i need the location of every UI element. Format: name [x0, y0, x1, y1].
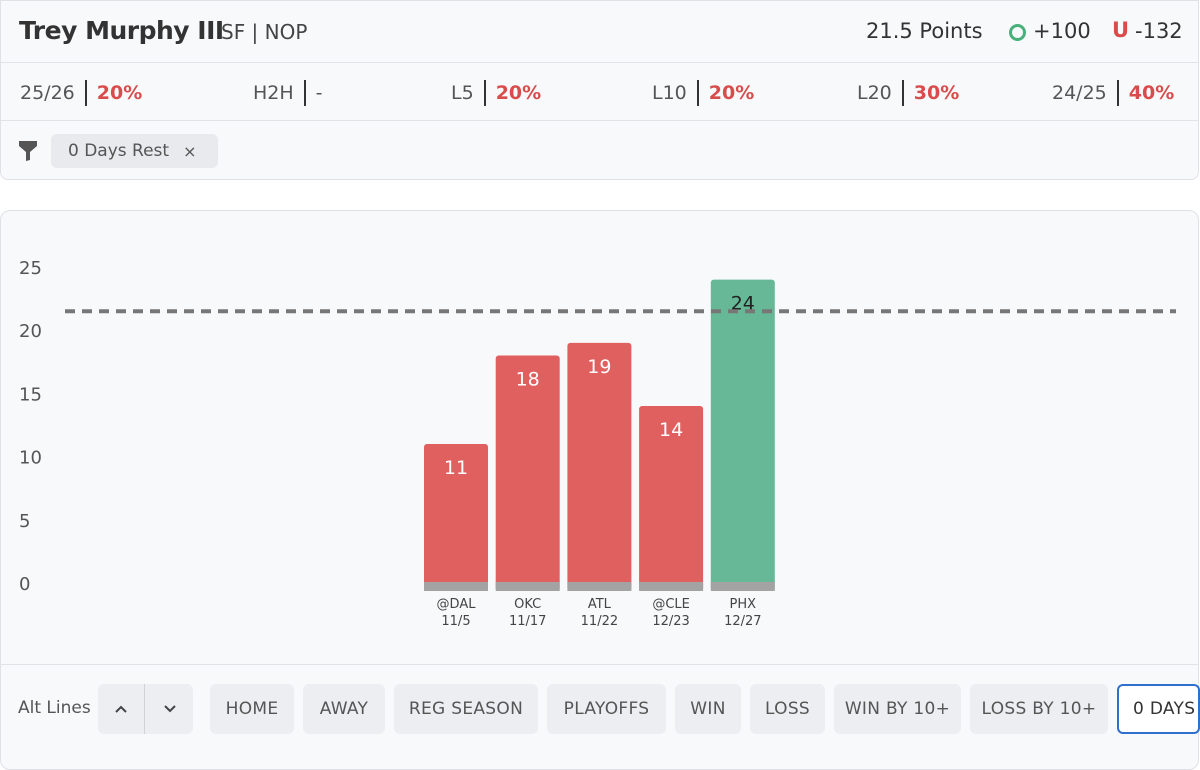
y-tick-label: 20: [19, 321, 42, 342]
bar-value-label: 14: [659, 419, 683, 441]
x-tick-opponent: OKC: [514, 597, 541, 612]
bar-base: [495, 582, 560, 591]
bar-value-label: 18: [516, 368, 540, 390]
bar-base: [424, 582, 488, 591]
stat-h2h[interactable]: H2H -: [253, 80, 323, 106]
x-tick-opponent: @CLE: [652, 597, 690, 612]
alt-line-down-button[interactable]: [146, 684, 193, 734]
x-tick-opponent: @DAL: [437, 597, 477, 612]
stat-label: L5: [451, 82, 474, 104]
prop-line: 21.5 Points: [866, 19, 983, 43]
x-tick-date: 11/22: [581, 614, 618, 629]
filter-loss-by-10-button[interactable]: LOSS BY 10+: [970, 684, 1108, 734]
under-odds[interactable]: -132: [1135, 19, 1183, 43]
bar-base: [710, 582, 775, 591]
filter-playoffs-button[interactable]: PLAYOFFS: [547, 684, 666, 734]
stat-label: H2H: [253, 82, 294, 104]
stat-value: 40%: [1128, 82, 1175, 104]
x-tick-opponent: PHX: [730, 597, 757, 612]
bar-value-label: 19: [587, 356, 611, 378]
alt-line-up-button[interactable]: [98, 684, 145, 734]
stat-label: L10: [652, 82, 687, 104]
y-tick-label: 15: [19, 384, 42, 405]
y-tick-label: 25: [19, 258, 42, 279]
bar: [710, 279, 775, 591]
points-bar-chart: 0 5 10 15 20 25 11 @DAL 11/5 18 OKC 11/17 19 ATL 11/22…: [19, 258, 1176, 629]
stat-value: -: [315, 82, 323, 104]
bar-base: [567, 582, 632, 591]
stat-l20[interactable]: L20 30%: [857, 80, 959, 106]
stat-label: 25/26: [20, 82, 75, 104]
filter-chip-label: 0 Days Rest: [68, 141, 170, 161]
stat-value: 30%: [913, 82, 960, 104]
filter-home-button[interactable]: HOME: [210, 684, 294, 734]
player-name: Trey Murphy III: [19, 16, 224, 45]
y-tick-label: 10: [19, 448, 42, 469]
over-circle-icon: [1009, 24, 1026, 41]
bar: [639, 406, 704, 591]
stat-value: 20%: [495, 82, 542, 104]
alt-lines-label: Alt Lines: [18, 698, 91, 718]
chevron-down-icon: [163, 705, 176, 713]
y-tick-label: 0: [19, 574, 30, 595]
filter-chip[interactable]: 0 Days Rest ×: [51, 134, 218, 168]
filter-days-rest-button[interactable]: 0 DAYS REST: [1117, 684, 1200, 734]
bar-base: [639, 582, 704, 591]
stat-l5[interactable]: L5 20%: [451, 80, 541, 106]
filter-win-button[interactable]: WIN: [675, 684, 741, 734]
funnel-icon[interactable]: [19, 141, 37, 161]
y-tick-label: 5: [19, 511, 30, 532]
filter-win-by-10-button[interactable]: WIN BY 10+: [834, 684, 961, 734]
player-meta: SF | NOP: [221, 20, 308, 44]
stat-label: L20: [857, 82, 892, 104]
stat-label: 24/25: [1052, 82, 1107, 104]
alt-lines-stepper: [98, 684, 193, 734]
x-tick-date: 11/17: [509, 614, 546, 629]
filter-bar: Alt Lines HOME AWAY REG SEASON PLAYOFFS …: [0, 664, 1200, 745]
bar: [424, 443, 488, 591]
x-tick-opponent: ATL: [588, 597, 612, 612]
stat-last-season[interactable]: 24/25 40%: [1052, 80, 1174, 106]
x-tick-date: 12/27: [724, 614, 761, 629]
over-odds[interactable]: +100: [1033, 19, 1091, 43]
hit-rate-row: 25/26 20% H2H - L5 20% L10 20% L20 30% 2…: [1, 63, 1198, 121]
filter-reg-season-button[interactable]: REG SEASON: [394, 684, 538, 734]
bar-value-label: 24: [731, 293, 755, 315]
chevron-up-icon: [115, 705, 127, 713]
chart-card: 0 5 10 15 20 25 11 @DAL 11/5 18 OKC 11/17 19 ATL 11/22…: [0, 210, 1199, 770]
bar: [567, 342, 632, 591]
stat-value: 20%: [96, 82, 143, 104]
x-tick-date: 11/5: [441, 614, 470, 629]
bar-value-label: 11: [444, 457, 468, 479]
player-prop-card: Trey Murphy III SF | NOP 21.5 Points +10…: [0, 0, 1199, 180]
filter-away-button[interactable]: AWAY: [303, 684, 385, 734]
active-filters-row: 0 Days Rest ×: [1, 121, 1198, 180]
bar: [495, 355, 560, 591]
under-icon: U: [1112, 18, 1130, 42]
stat-value: 20%: [708, 82, 755, 104]
close-icon[interactable]: ×: [183, 141, 197, 161]
filter-loss-button[interactable]: LOSS: [750, 684, 825, 734]
stat-l10[interactable]: L10 20%: [652, 80, 754, 106]
stat-season[interactable]: 25/26 20%: [20, 80, 142, 106]
title-row: Trey Murphy III SF | NOP 21.5 Points +10…: [1, 1, 1198, 63]
x-tick-date: 12/23: [652, 614, 689, 629]
